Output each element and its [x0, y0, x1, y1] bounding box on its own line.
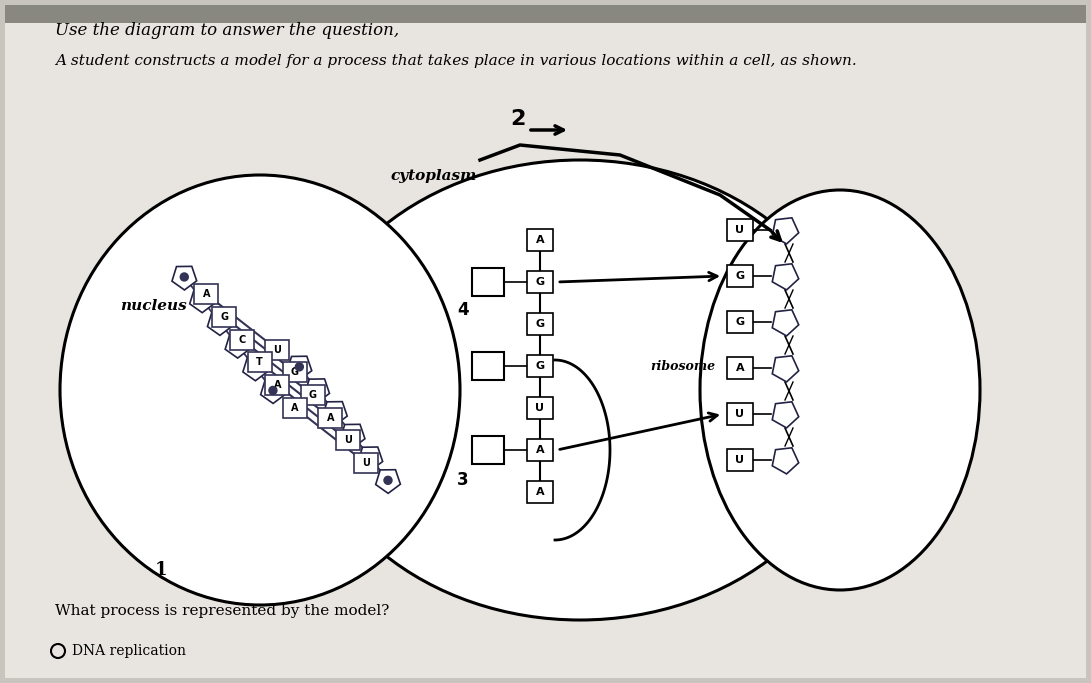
Polygon shape: [304, 379, 329, 402]
Polygon shape: [772, 402, 799, 428]
Text: U: U: [735, 225, 744, 235]
Text: A: A: [291, 403, 299, 413]
Polygon shape: [225, 335, 250, 358]
FancyBboxPatch shape: [265, 375, 289, 395]
Text: 2: 2: [511, 109, 526, 129]
Polygon shape: [772, 264, 799, 290]
Text: A: A: [274, 380, 281, 390]
Text: A: A: [536, 235, 544, 245]
FancyBboxPatch shape: [283, 398, 307, 418]
Text: U: U: [735, 409, 744, 419]
Text: What process is represented by the model?: What process is represented by the model…: [55, 604, 389, 618]
Text: A: A: [536, 445, 544, 455]
Text: C: C: [238, 335, 245, 345]
Text: ribosome: ribosome: [650, 360, 715, 373]
Text: U: U: [345, 435, 352, 445]
FancyBboxPatch shape: [5, 5, 1086, 23]
FancyBboxPatch shape: [527, 355, 553, 377]
Text: cytoplasm: cytoplasm: [389, 169, 477, 183]
Text: 4: 4: [457, 301, 469, 319]
FancyBboxPatch shape: [727, 449, 753, 471]
Polygon shape: [243, 357, 267, 380]
Text: U: U: [536, 403, 544, 413]
Polygon shape: [207, 311, 232, 335]
Polygon shape: [190, 289, 215, 313]
Polygon shape: [772, 448, 799, 474]
Circle shape: [296, 363, 303, 371]
FancyBboxPatch shape: [727, 403, 753, 425]
Polygon shape: [340, 424, 365, 448]
Text: 1: 1: [155, 561, 168, 579]
FancyBboxPatch shape: [727, 265, 753, 287]
Text: T: T: [256, 357, 263, 367]
Circle shape: [384, 476, 392, 484]
FancyBboxPatch shape: [727, 311, 753, 333]
Text: A student constructs a model for a process that takes place in various locations: A student constructs a model for a proce…: [55, 54, 856, 68]
FancyBboxPatch shape: [265, 339, 289, 360]
Ellipse shape: [60, 175, 460, 605]
Text: G: G: [536, 277, 544, 287]
Text: G: G: [291, 367, 299, 377]
FancyBboxPatch shape: [230, 330, 254, 350]
FancyBboxPatch shape: [5, 5, 1086, 678]
Text: G: G: [220, 312, 228, 322]
FancyBboxPatch shape: [248, 352, 272, 372]
FancyBboxPatch shape: [283, 362, 307, 382]
Ellipse shape: [700, 190, 980, 590]
Ellipse shape: [300, 160, 860, 620]
Circle shape: [269, 387, 277, 395]
Polygon shape: [772, 310, 799, 336]
Text: nucleus: nucleus: [120, 299, 187, 313]
Text: G: G: [309, 390, 316, 400]
FancyBboxPatch shape: [527, 271, 553, 293]
FancyBboxPatch shape: [472, 268, 504, 296]
Polygon shape: [772, 356, 799, 382]
Text: A: A: [326, 413, 334, 423]
FancyBboxPatch shape: [527, 439, 553, 461]
FancyBboxPatch shape: [527, 313, 553, 335]
Polygon shape: [772, 218, 799, 244]
FancyBboxPatch shape: [472, 352, 504, 380]
Text: U: U: [735, 455, 744, 465]
FancyBboxPatch shape: [194, 284, 218, 304]
Text: G: G: [536, 319, 544, 329]
Text: G: G: [735, 317, 744, 327]
FancyBboxPatch shape: [212, 307, 236, 327]
FancyBboxPatch shape: [353, 453, 377, 473]
FancyBboxPatch shape: [319, 408, 343, 428]
Polygon shape: [375, 470, 400, 493]
Polygon shape: [287, 357, 312, 380]
FancyBboxPatch shape: [727, 219, 753, 241]
FancyBboxPatch shape: [727, 357, 753, 379]
FancyBboxPatch shape: [301, 385, 325, 405]
Text: A: A: [735, 363, 744, 373]
Text: U: U: [362, 458, 370, 468]
Circle shape: [180, 273, 189, 281]
Polygon shape: [172, 266, 196, 290]
Polygon shape: [261, 380, 286, 404]
Text: 3: 3: [457, 471, 469, 489]
FancyBboxPatch shape: [472, 436, 504, 464]
Text: G: G: [536, 361, 544, 371]
Text: U: U: [274, 345, 281, 354]
Polygon shape: [323, 402, 347, 426]
FancyBboxPatch shape: [336, 430, 360, 450]
FancyBboxPatch shape: [527, 481, 553, 503]
Polygon shape: [358, 447, 383, 471]
Text: DNA replication: DNA replication: [72, 644, 185, 658]
Text: A: A: [203, 289, 211, 299]
FancyBboxPatch shape: [527, 397, 553, 419]
Text: Use the diagram to answer the question,: Use the diagram to answer the question,: [55, 22, 399, 39]
Text: G: G: [735, 271, 744, 281]
Text: A: A: [536, 487, 544, 497]
FancyBboxPatch shape: [527, 229, 553, 251]
